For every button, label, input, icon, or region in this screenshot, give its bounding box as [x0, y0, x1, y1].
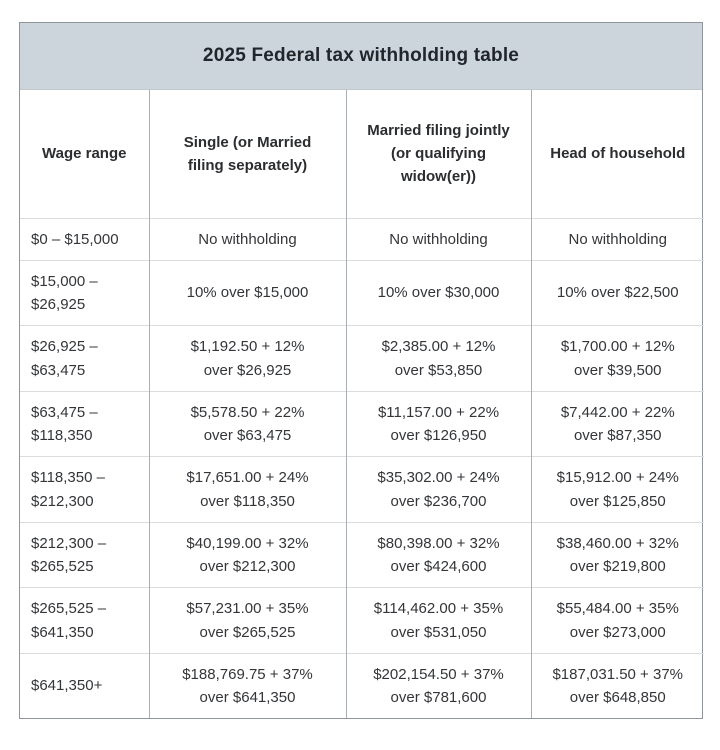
head-of-household-cell: $7,442.00 + 22% over $87,350	[530, 390, 704, 457]
column-header-wage-range: Wage range	[42, 145, 127, 163]
married-jointly-cell: 10% over $30,000	[345, 259, 531, 326]
header-row: Wage range Single (or Married filing sep…	[20, 90, 704, 218]
table-row: $0 – $15,000 No withholding No withholdi…	[20, 217, 704, 261]
married-jointly-cell: $114,462.00 + 35% over $531,050	[345, 587, 531, 654]
single-cell: $5,578.50 + 22% over $63,475	[148, 390, 346, 457]
wage-range-cell: $118,350 – $212,300	[20, 456, 149, 523]
single-cell: $40,199.00 + 32% over $212,300	[148, 521, 346, 588]
single-cell: 10% over $15,000	[148, 259, 346, 326]
married-jointly-cell: $11,157.00 + 22% over $126,950	[345, 390, 531, 457]
single-cell: No withholding	[148, 217, 346, 261]
wage-range-cell: $265,525 – $641,350	[20, 587, 149, 654]
wage-range-cell: $26,925 – $63,475	[20, 325, 149, 392]
wage-range-cell: $212,300 – $265,525	[20, 521, 149, 588]
table-row: $15,000 – $26,925 10% over $15,000 10% o…	[20, 259, 704, 326]
married-jointly-cell: $35,302.00 + 24% over $236,700	[345, 456, 531, 523]
married-jointly-cell: No withholding	[345, 217, 531, 261]
table-row: $26,925 – $63,475 $1,192.50 + 12% over $…	[20, 325, 704, 392]
table-row: $118,350 – $212,300 $17,651.00 + 24% ove…	[20, 456, 704, 523]
married-jointly-cell: $202,154.50 + 37% over $781,600	[345, 652, 531, 719]
head-of-household-cell: $38,460.00 + 32% over $219,800	[530, 521, 704, 588]
single-cell: $17,651.00 + 24% over $118,350	[148, 456, 346, 523]
head-of-household-cell: 10% over $22,500	[530, 259, 704, 326]
wage-range-cell: $15,000 – $26,925	[20, 259, 149, 326]
married-jointly-cell: $80,398.00 + 32% over $424,600	[345, 521, 531, 588]
tax-withholding-table: 2025 Federal tax withholding table Wage …	[19, 22, 704, 720]
single-cell: $1,192.50 + 12% over $26,925	[148, 325, 346, 392]
head-of-household-cell: $55,484.00 + 35% over $273,000	[530, 587, 704, 654]
married-jointly-cell: $2,385.00 + 12% over $53,850	[345, 325, 531, 392]
head-of-household-cell: $1,700.00 + 12% over $39,500	[530, 325, 704, 392]
table-row: $63,475 – $118,350 $5,578.50 + 22% over …	[20, 390, 704, 457]
wage-range-cell: $0 – $15,000	[20, 217, 149, 261]
single-cell: $57,231.00 + 35% over $265,525	[148, 587, 346, 654]
wage-range-cell: $641,350+	[20, 652, 149, 719]
head-of-household-cell: No withholding	[530, 217, 704, 261]
column-header-head-of-household: Head of household	[530, 90, 704, 218]
table-row: $212,300 – $265,525 $40,199.00 + 32% ove…	[20, 521, 704, 588]
head-of-household-cell: $187,031.50 + 37% over $648,850	[530, 652, 704, 719]
head-of-household-cell: $15,912.00 + 24% over $125,850	[530, 456, 704, 523]
column-header-married-jointly: Married filing jointly (or qualifying wi…	[345, 90, 531, 218]
table-title: 2025 Federal tax withholding table	[20, 23, 702, 90]
wage-range-cell: $63,475 – $118,350	[20, 390, 149, 457]
column-header-single: Single (or Married filing separately)	[148, 90, 346, 218]
table-row: $265,525 – $641,350 $57,231.00 + 35% ove…	[20, 587, 704, 654]
table-row: $641,350+ $188,769.75 + 37% over $641,35…	[20, 652, 704, 719]
tax-table-grid: Wage range Single (or Married filing sep…	[20, 90, 704, 719]
single-cell: $188,769.75 + 37% over $641,350	[148, 652, 346, 719]
